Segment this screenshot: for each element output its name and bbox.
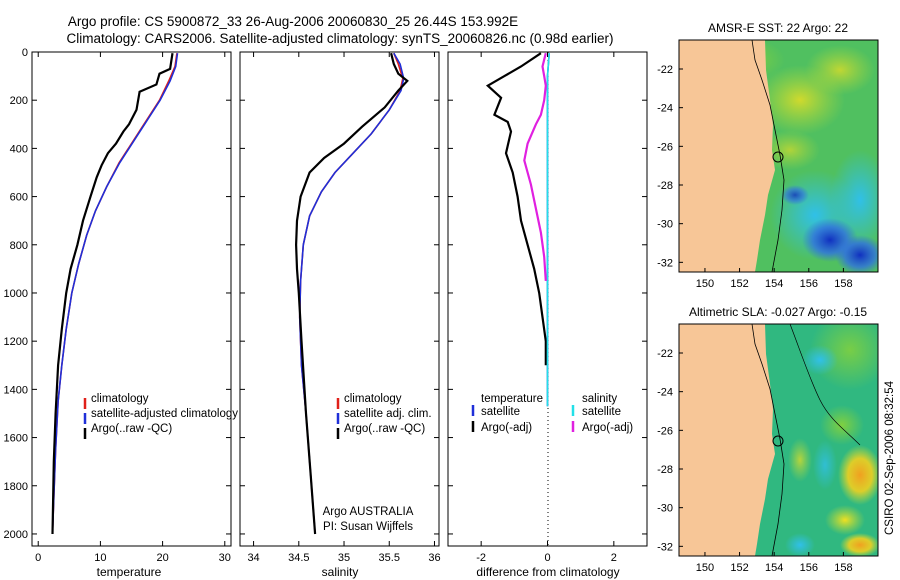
sla-map-title: Altimetric SLA: -0.027 Argo: -0.15: [689, 305, 867, 319]
x-tick-label: 30: [219, 552, 231, 564]
y-tick-label: 1000: [4, 288, 28, 300]
series-line-salinity-satellite: [546, 53, 550, 407]
salinity-x-label: salinity: [322, 565, 359, 579]
legend-label-sal-satellite: satellite: [582, 406, 621, 418]
sla-map-panel: Altimetric SLA: -0.027 Argo: -0.15 150 15…: [657, 305, 879, 574]
land-mask: [679, 40, 775, 272]
sla-contour: [789, 324, 861, 446]
sst-heatmap: [679, 40, 878, 272]
map-y-tick-label: -22: [657, 64, 673, 76]
difference-profile-panel: -2 0 2 difference from climatology tempera…: [447, 51, 648, 579]
y-tick-label: 1600: [4, 433, 28, 445]
series-line-argo-raw-qc: [51, 53, 174, 535]
legend-label-temp-satellite: satellite: [481, 406, 520, 418]
y-tick-label: 400: [10, 143, 28, 155]
map-x-tick-label: 158: [834, 278, 852, 290]
x-tick-label: 36: [428, 552, 440, 564]
x-tick-label: 0: [544, 552, 550, 564]
map-x-tick-label: 158: [834, 562, 852, 574]
x-tick-label: 2: [611, 552, 617, 564]
map-y-tick-label: -28: [657, 180, 673, 192]
x-tick-label: 20: [156, 552, 168, 564]
series-line-salinity-argo-adj: [523, 52, 547, 281]
legend-label-temp-argo: Argo(-adj): [481, 422, 532, 434]
map-x-tick-label: 156: [800, 278, 818, 290]
map-y-tick-label: -32: [657, 541, 673, 553]
legend-label-sal-argo: Argo(-adj): [582, 422, 633, 434]
timestamp-stamp: CSIRO 02-Sep-2006 08:32:54: [884, 380, 896, 535]
legend-title-temperature: temperature: [481, 393, 543, 405]
y-tick-label: 600: [10, 192, 28, 204]
map-y-tick-label: -28: [657, 464, 673, 476]
y-tick-label: 0: [22, 47, 28, 59]
y-tick-label: 1200: [4, 336, 28, 348]
figure-title-line2: Climatology: CARS2006. Satellite-adjuste…: [66, 31, 613, 46]
argo-position-marker: [772, 151, 784, 163]
y-tick-label: 2000: [4, 529, 28, 541]
temperature-profile-panel: 0 10 20 30 0 200 400 600 800 1000 1200 1400 1600 180…: [4, 47, 239, 579]
legend-label-climatology: climatology: [344, 393, 402, 405]
map-y-tick-label: -26: [657, 141, 673, 153]
map-x-tick-label: 156: [800, 562, 818, 574]
map-y-tick-label: -30: [657, 503, 673, 515]
legend-title-salinity: salinity: [582, 393, 617, 405]
depth-contour: [751, 324, 785, 556]
series-line-satellite-adjusted-climatology: [51, 53, 179, 535]
legend-label-climatology: climatology: [91, 393, 149, 405]
x-tick-label: 0: [35, 552, 41, 564]
legend-label-satellite: satellite adj. clim.: [344, 408, 432, 420]
legend-label-argo: Argo(..raw -QC): [344, 423, 425, 435]
x-tick-label: 10: [94, 552, 106, 564]
sst-map-title: AMSR-E SST: 22 Argo: 22: [708, 21, 848, 35]
y-tick-label: 800: [10, 240, 28, 252]
sla-heatmap: [679, 324, 878, 556]
map-x-tick-label: 152: [730, 278, 748, 290]
argo-credit: Argo AUSTRALIA: [323, 506, 414, 518]
map-x-tick-label: 150: [696, 562, 714, 574]
sst-map-panel: AMSR-E SST: 22 Argo: 22 150 152 154 156 158 -…: [657, 21, 879, 290]
legend-label-argo: Argo(..raw -QC): [91, 423, 172, 435]
map-x-tick-label: 152: [730, 562, 748, 574]
map-x-tick-label: 150: [696, 278, 714, 290]
map-y-tick-label: -32: [657, 257, 673, 269]
x-tick-label: -2: [476, 552, 486, 564]
pi-credit: PI: Susan Wijffels: [323, 521, 413, 533]
x-tick-label: 35: [338, 552, 350, 564]
figure-title-line1: Argo profile: CS 5900872_33 26-Aug-2006 …: [68, 14, 518, 29]
argo-position-marker: [772, 435, 784, 447]
map-y-tick-label: -26: [657, 425, 673, 437]
map-y-tick-label: -22: [657, 348, 673, 360]
land-mask: [679, 324, 775, 556]
y-tick-label: 200: [10, 95, 28, 107]
difference-legend: temperature satellite Argo(-adj) salinit…: [471, 393, 633, 434]
y-tick-label: 1800: [4, 481, 28, 493]
y-tick-label: 1400: [4, 384, 28, 396]
x-tick-label: 34.5: [288, 552, 309, 564]
x-tick-label: 35.5: [379, 552, 400, 564]
map-y-tick-label: -24: [657, 387, 673, 399]
temperature-x-label: temperature: [97, 565, 162, 579]
x-tick-label: 34: [247, 552, 259, 564]
map-x-tick-label: 154: [765, 278, 783, 290]
map-x-tick-label: 154: [765, 562, 783, 574]
series-line-argo-raw-qc: [294, 52, 409, 535]
map-y-tick-label: -30: [657, 219, 673, 231]
salinity-profile-panel: 34 34.5 35 35.5 36 salinity climatology sate…: [239, 51, 441, 579]
temperature-legend: climatology satellite-adjusted climatolo…: [83, 393, 238, 439]
legend-label-satellite: satellite-adjusted climatology: [91, 408, 238, 420]
salinity-legend: climatology satellite adj. clim. Argo(..…: [336, 393, 432, 439]
difference-x-label: difference from climatology: [476, 565, 619, 579]
map-y-tick-label: -24: [657, 103, 673, 115]
series-line-temperature-argo-adj: [485, 52, 547, 366]
depth-contour: [751, 40, 785, 272]
